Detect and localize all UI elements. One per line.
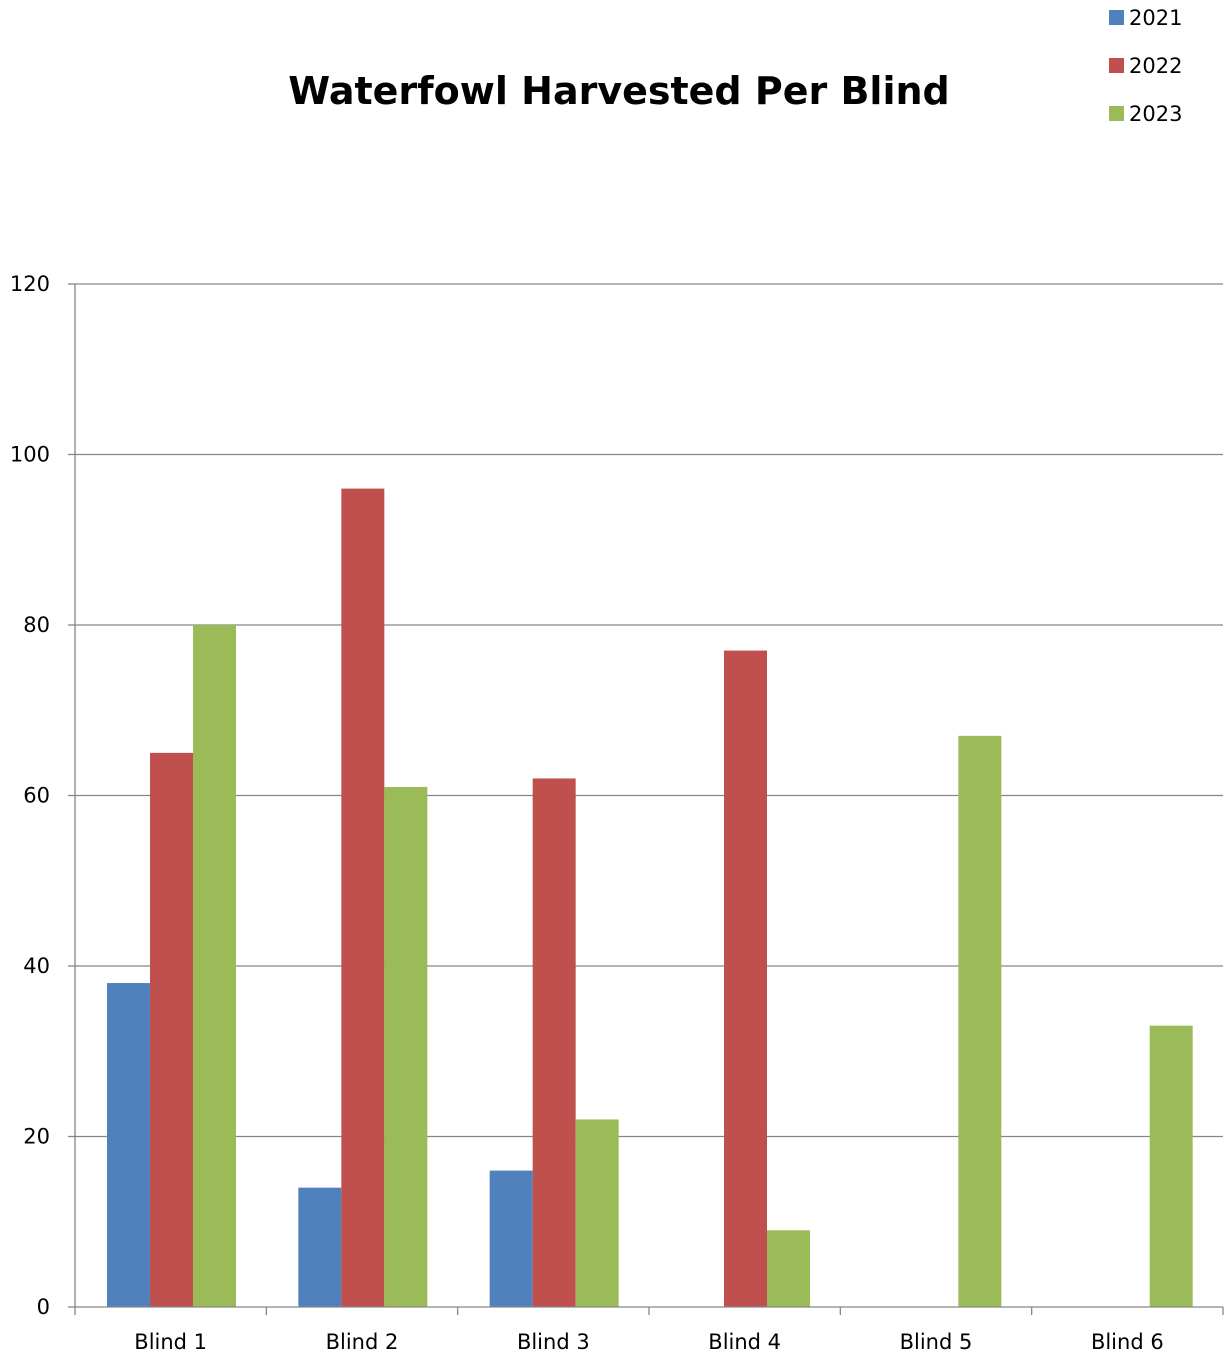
legend-swatch-2023 <box>1109 106 1124 121</box>
bar-2021-blind-2 <box>298 1187 342 1307</box>
y-tick-label: 0 <box>37 1295 50 1319</box>
y-tick-label: 100 <box>10 443 50 467</box>
bar-2023-blind-3 <box>575 1119 619 1307</box>
x-tick-label: Blind 2 <box>326 1330 399 1354</box>
bar-2023-blind-4 <box>767 1230 810 1307</box>
y-tick-label: 40 <box>23 954 50 978</box>
legend-label: 2023 <box>1129 102 1182 126</box>
bars <box>107 488 1193 1308</box>
bar-2022-blind-4 <box>724 650 767 1307</box>
y-tick-label: 20 <box>23 1125 50 1149</box>
bar-2022-blind-1 <box>150 752 193 1307</box>
y-tick-label: 120 <box>10 272 50 296</box>
x-tick-label: Blind 4 <box>708 1330 781 1354</box>
legend-label: 2021 <box>1129 6 1182 30</box>
x-tick-label: Blind 1 <box>134 1330 207 1354</box>
bar-2021-blind-3 <box>489 1170 533 1307</box>
legend-label: 2022 <box>1129 54 1182 78</box>
x-axis-ticks: Blind 1 Blind 2 Blind 3 Blind 4 Blind 5 Blind… <box>74 1307 1224 1354</box>
bar-2023-blind-5 <box>958 735 1002 1307</box>
x-tick-label: Blind 3 <box>517 1330 590 1354</box>
legend-swatch-2022 <box>1109 58 1124 73</box>
legend: 2021 2022 2023 <box>1109 6 1182 126</box>
bar-2021-blind-1 <box>107 983 150 1307</box>
x-tick-label: Blind 5 <box>900 1330 973 1354</box>
bar-2023-blind-6 <box>1149 1025 1193 1307</box>
x-tick-label: Blind 6 <box>1091 1330 1164 1354</box>
legend-swatch-2021 <box>1109 10 1124 25</box>
bar-2022-blind-3 <box>532 778 576 1307</box>
bar-2022-blind-2 <box>341 488 385 1308</box>
y-tick-label: 60 <box>23 784 50 808</box>
y-axis-ticks: 0 20 40 60 80 100 120 <box>10 272 75 1319</box>
gridlines <box>75 283 1223 1138</box>
bar-2023-blind-2 <box>384 786 428 1307</box>
chart-title: Waterfowl Harvested Per Blind <box>288 69 949 113</box>
bar-2023-blind-1 <box>193 625 236 1307</box>
y-tick-label: 80 <box>23 613 50 637</box>
